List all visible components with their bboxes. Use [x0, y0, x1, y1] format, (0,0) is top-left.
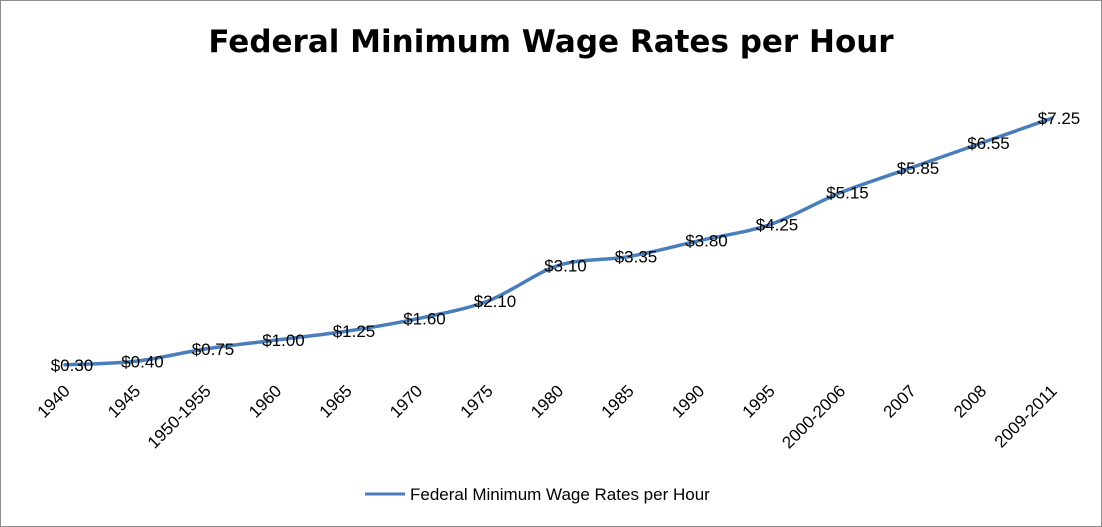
- data-label: $3.80: [685, 232, 728, 251]
- plot-area: $0.30 $0.40 $0.75 $1.00 $1.25 $1.60 $2.10 $3.10…: [34, 109, 1081, 452]
- data-label: $0.40: [121, 352, 164, 371]
- data-point: [345, 329, 349, 333]
- data-label: $1.60: [403, 310, 446, 329]
- data-label: $4.25: [756, 216, 799, 235]
- data-label: $0.75: [192, 340, 235, 359]
- data-label: $7.25: [1038, 109, 1081, 128]
- data-label: $3.10: [544, 256, 587, 275]
- x-tick-label: 1985: [598, 381, 638, 421]
- x-tick-label: 1965: [316, 381, 356, 421]
- data-label: $6.55: [967, 134, 1010, 153]
- data-label: $2.10: [474, 292, 517, 311]
- x-tick-label: 1960: [245, 381, 285, 421]
- data-point: [486, 299, 490, 303]
- x-tick-label: 2009-2011: [991, 381, 1061, 451]
- data-point: [909, 166, 913, 170]
- data-point: [768, 223, 772, 227]
- x-tick-label: 2008: [950, 381, 990, 421]
- data-point: [627, 255, 631, 259]
- x-tick-label: 1950-1955: [144, 381, 215, 452]
- legend-label: Federal Minimum Wage Rates per Hour: [410, 485, 710, 504]
- data-label: $3.35: [615, 248, 658, 267]
- data-point: [63, 363, 67, 367]
- x-tick-label: 1940: [34, 381, 74, 421]
- chart-title: Federal Minimum Wage Rates per Hour: [208, 24, 894, 60]
- data-point: [698, 239, 701, 243]
- data-point: [134, 359, 137, 363]
- x-tick-label: 1995: [739, 381, 779, 421]
- data-point: [1050, 116, 1054, 120]
- data-label: $0.30: [51, 356, 94, 375]
- x-tick-label: 1980: [527, 381, 567, 421]
- data-point: [557, 263, 560, 267]
- x-tick-label: 2007: [880, 381, 920, 421]
- x-tick-label: 1975: [457, 381, 497, 421]
- data-label: $5.85: [897, 159, 940, 178]
- data-point: [416, 317, 419, 321]
- x-tick-label: 1970: [386, 381, 426, 421]
- x-tick-label: 1990: [668, 381, 708, 421]
- x-tick-label: 2000-2006: [778, 381, 849, 452]
- data-label: $1.00: [262, 331, 305, 350]
- series-line: [63, 116, 1054, 367]
- chart-legend: Federal Minimum Wage Rates per Hour: [365, 485, 710, 504]
- data-point: [839, 191, 842, 195]
- data-point: [275, 338, 278, 342]
- data-label: $1.25: [333, 322, 376, 341]
- data-point: [204, 347, 208, 351]
- data-label: $5.15: [826, 184, 869, 203]
- x-tick-label: 1945: [104, 381, 144, 421]
- data-point: [980, 141, 983, 145]
